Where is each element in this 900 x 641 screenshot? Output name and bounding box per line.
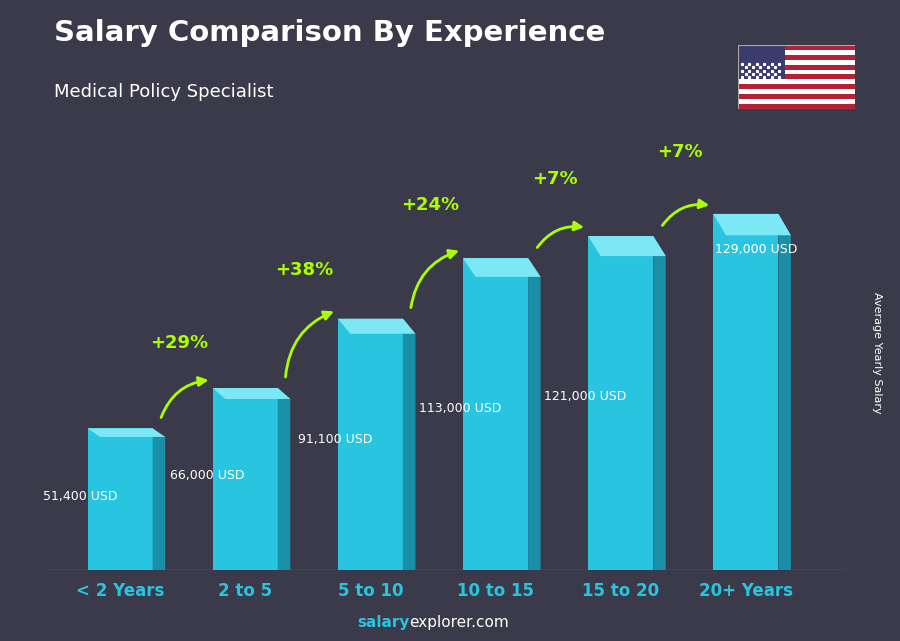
Polygon shape [338,319,416,334]
Polygon shape [589,236,653,570]
Text: Average Yearly Salary: Average Yearly Salary [872,292,883,413]
Text: +29%: +29% [150,334,209,352]
Text: 91,100 USD: 91,100 USD [298,433,373,446]
Text: 129,000 USD: 129,000 USD [715,243,797,256]
Text: 121,000 USD: 121,000 USD [544,390,627,403]
Bar [738,94,855,99]
Polygon shape [87,428,166,437]
Polygon shape [778,214,791,570]
Polygon shape [463,258,541,277]
Text: Medical Policy Specialist: Medical Policy Specialist [54,83,274,101]
Bar [738,65,855,69]
Text: +7%: +7% [657,144,703,162]
Bar [738,50,855,54]
Bar [738,104,855,109]
Bar [738,45,855,50]
Bar [738,60,855,65]
Polygon shape [714,214,791,235]
Text: Salary Comparison By Experience: Salary Comparison By Experience [54,19,605,47]
Text: +38%: +38% [275,261,334,279]
Text: explorer.com: explorer.com [410,615,509,630]
Bar [738,69,855,74]
Text: +7%: +7% [532,170,578,188]
Polygon shape [463,258,528,570]
Bar [738,85,855,89]
Polygon shape [212,388,291,399]
Bar [738,74,855,79]
Polygon shape [714,214,778,570]
Polygon shape [278,388,291,570]
Polygon shape [87,428,153,570]
Polygon shape [653,236,666,570]
Polygon shape [403,319,416,570]
Text: 51,400 USD: 51,400 USD [43,490,117,503]
Polygon shape [528,258,541,570]
Bar [738,79,855,85]
Bar [738,89,855,94]
Text: 66,000 USD: 66,000 USD [170,469,245,482]
Polygon shape [153,428,166,570]
Polygon shape [212,388,278,570]
Bar [738,99,855,104]
Text: 113,000 USD: 113,000 USD [419,401,501,415]
Text: +24%: +24% [400,196,459,214]
Polygon shape [338,319,403,570]
Bar [738,54,855,60]
Text: salary: salary [357,615,410,630]
Bar [738,45,785,79]
Polygon shape [589,236,666,256]
